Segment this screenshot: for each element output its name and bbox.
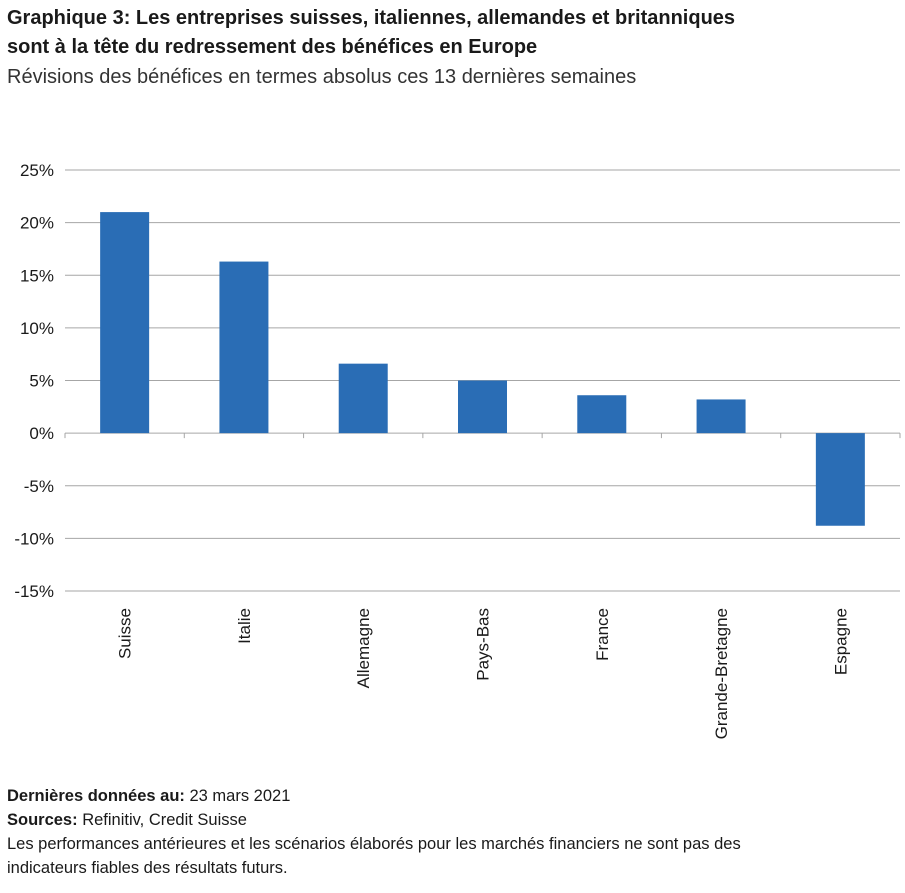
x-category-label: Allemagne — [354, 608, 373, 688]
chart-footer: Dernières données au: 23 mars 2021 Sourc… — [7, 784, 897, 880]
y-tick-label: 10% — [20, 319, 54, 338]
chart-title-line-1: Graphique 3: Les entreprises suisses, it… — [7, 7, 736, 29]
chart-subtitle: Révisions des bénéfices en termes absolu… — [7, 66, 637, 88]
bar — [815, 433, 865, 526]
footer-date-line: Dernières données au: 23 mars 2021 — [7, 784, 897, 808]
y-tick-label: -15% — [14, 582, 54, 601]
x-category-label: Italie — [235, 608, 254, 644]
y-tick-label: -5% — [24, 477, 54, 496]
bar — [219, 261, 269, 434]
footer-date-value: 23 mars 2021 — [189, 787, 291, 805]
y-axis-tick-labels: 25% 20% 15% 10% 5% 0% -5% -10% -15% — [14, 161, 54, 601]
footer-sources-label: Sources: — [7, 811, 78, 829]
x-axis-category-labels: Suisse Italie Allemagne Pays-Bas France Grand… — [116, 608, 851, 739]
y-tick-label: -10% — [14, 529, 54, 548]
y-tick-label: 0% — [29, 424, 54, 443]
x-category-label: Grande-Bretagne — [712, 608, 731, 739]
x-category-label: Espagne — [831, 608, 850, 675]
bar-chart: 25% 20% 15% 10% 5% 0% -5% -10% -15% Suisse Italie… — [14, 161, 901, 739]
bar — [458, 380, 507, 434]
y-tick-label: 5% — [29, 372, 54, 391]
footer-sources-line: Sources: Refinitiv, Credit Suisse — [7, 808, 897, 832]
chart-title: Graphique 3: Les entreprises suisses, it… — [7, 4, 897, 62]
x-category-label: Suisse — [116, 608, 135, 659]
bar — [696, 399, 746, 434]
chart-title-line-2: sont à la tête du redressement des bénéf… — [7, 36, 538, 58]
bar — [100, 212, 150, 434]
footer-sources-value: Refinitiv, Credit Suisse — [82, 811, 247, 829]
bar — [338, 363, 388, 434]
x-category-label: Pays-Bas — [474, 608, 493, 681]
footer-disclaimer-line-1: Les performances antérieures et les scén… — [7, 835, 741, 853]
y-tick-label: 15% — [20, 266, 54, 285]
bars — [100, 212, 865, 526]
x-category-label: France — [593, 608, 612, 661]
footer-disclaimer-line-2: indicateurs fiables des résultats futurs… — [7, 859, 288, 877]
bar — [577, 395, 627, 434]
y-tick-label: 25% — [20, 161, 54, 180]
y-tick-label: 20% — [20, 214, 54, 233]
footer-date-label: Dernières données au: — [7, 787, 185, 805]
